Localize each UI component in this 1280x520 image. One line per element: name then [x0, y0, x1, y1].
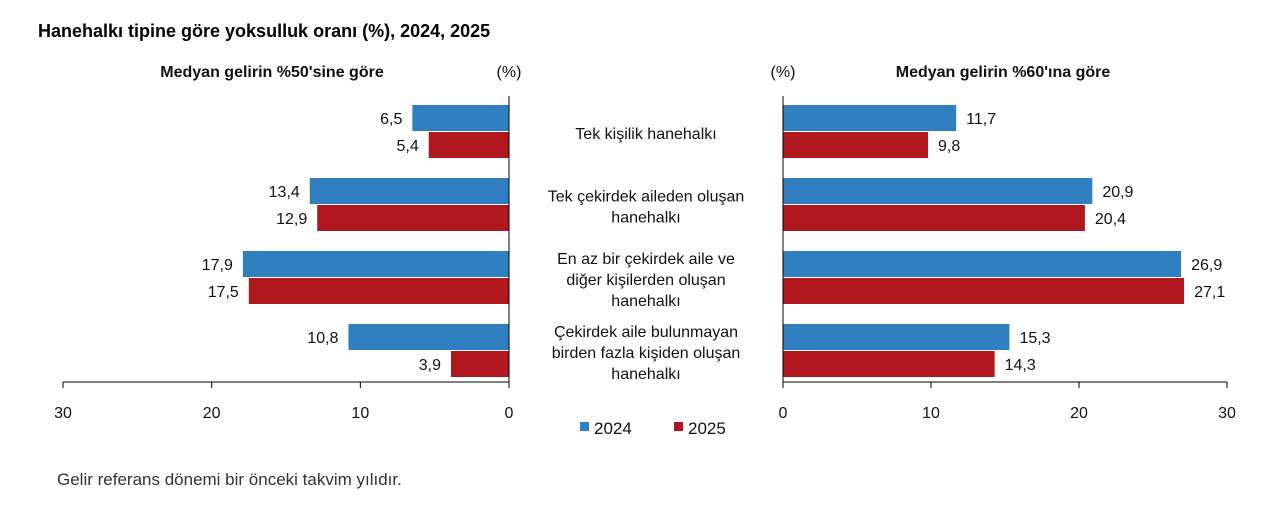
- category-label-2-line-2: hanehalkı: [611, 210, 680, 227]
- category-label-1-line-1: Tek kişilik hanehalkı: [575, 126, 716, 143]
- legend-swatch-2025: [674, 422, 683, 431]
- bar-right-2025-2: [783, 205, 1085, 231]
- legend-swatch-2024: [580, 422, 589, 431]
- data-label-left-2024-1: 6,5: [380, 111, 402, 128]
- data-label-left-2024-3: 17,9: [202, 257, 233, 274]
- category-label-2-line-1: Tek çekirdek aileden oluşan: [548, 189, 745, 206]
- category-label-3-line-2: diğer kişilerden oluşan: [566, 272, 725, 289]
- footnote: Gelir referans dönemi bir önceki takvim …: [57, 470, 402, 489]
- bar-right-2025-3: [783, 278, 1185, 304]
- data-label-left-2024-2: 13,4: [269, 184, 300, 201]
- bar-left-2024-4: [348, 324, 509, 350]
- data-label-left-2024-4: 10,8: [307, 330, 338, 347]
- bar-left-2025-3: [248, 278, 510, 304]
- chart-title: Hanehalkı tipine göre yoksulluk oranı (%…: [38, 21, 491, 41]
- panel-title-right: Medyan gelirin %60'ına göre: [896, 64, 1111, 81]
- legend-label-2025: 2025: [688, 419, 726, 438]
- unit-label-right: (%): [771, 64, 796, 81]
- data-label-right-2025-1: 9,8: [938, 138, 960, 155]
- tick-label-left-0: 0: [505, 405, 514, 422]
- data-label-right-2025-2: 20,4: [1095, 211, 1126, 228]
- bar-left-2025-2: [317, 205, 509, 231]
- tick-label-right-0: 0: [779, 405, 788, 422]
- bar-right-2025-1: [783, 132, 929, 158]
- data-label-left-2025-4: 3,9: [419, 357, 441, 374]
- bar-left-2024-1: [412, 105, 509, 131]
- bar-right-2024-1: [783, 105, 957, 131]
- bar-right-2025-4: [783, 351, 995, 377]
- data-label-left-2025-2: 12,9: [276, 211, 307, 228]
- bar-left-2024-3: [242, 251, 510, 277]
- unit-label-left: (%): [497, 64, 522, 81]
- data-label-right-2024-4: 15,3: [1019, 330, 1050, 347]
- category-label-3-line-3: hanehalkı: [611, 293, 680, 310]
- bar-left-2024-2: [309, 178, 509, 204]
- category-label-4-line-2: birden fazla kişiden oluşan: [552, 345, 741, 362]
- category-label-4-line-3: hanehalkı: [611, 366, 680, 383]
- data-label-right-2024-2: 20,9: [1102, 184, 1133, 201]
- data-label-right-2025-4: 14,3: [1005, 357, 1036, 374]
- data-label-right-2024-1: 11,7: [966, 111, 996, 128]
- tick-label-right-20: 20: [1070, 405, 1088, 422]
- panel-title-left: Medyan gelirin %50'sine göre: [160, 64, 384, 81]
- tick-label-left-10: 10: [351, 405, 369, 422]
- legend-label-2024: 2024: [594, 419, 632, 438]
- tick-label-left-30: 30: [54, 405, 72, 422]
- bar-left-2025-4: [451, 351, 509, 377]
- tick-label-right-30: 30: [1218, 405, 1236, 422]
- bar-right-2024-3: [783, 251, 1182, 277]
- data-label-right-2025-3: 27,1: [1194, 284, 1225, 301]
- data-label-left-2025-3: 17,5: [208, 284, 239, 301]
- tick-label-left-20: 20: [203, 405, 221, 422]
- tick-label-right-10: 10: [922, 405, 940, 422]
- category-label-3-line-1: En az bir çekirdek aile ve: [557, 251, 735, 268]
- bar-right-2024-2: [783, 178, 1093, 204]
- data-label-left-2025-1: 5,4: [396, 138, 418, 155]
- category-label-4-line-1: Çekirdek aile bulunmayan: [554, 324, 738, 341]
- data-label-right-2024-3: 26,9: [1191, 257, 1222, 274]
- bar-left-2025-1: [428, 132, 509, 158]
- bar-right-2024-4: [783, 324, 1010, 350]
